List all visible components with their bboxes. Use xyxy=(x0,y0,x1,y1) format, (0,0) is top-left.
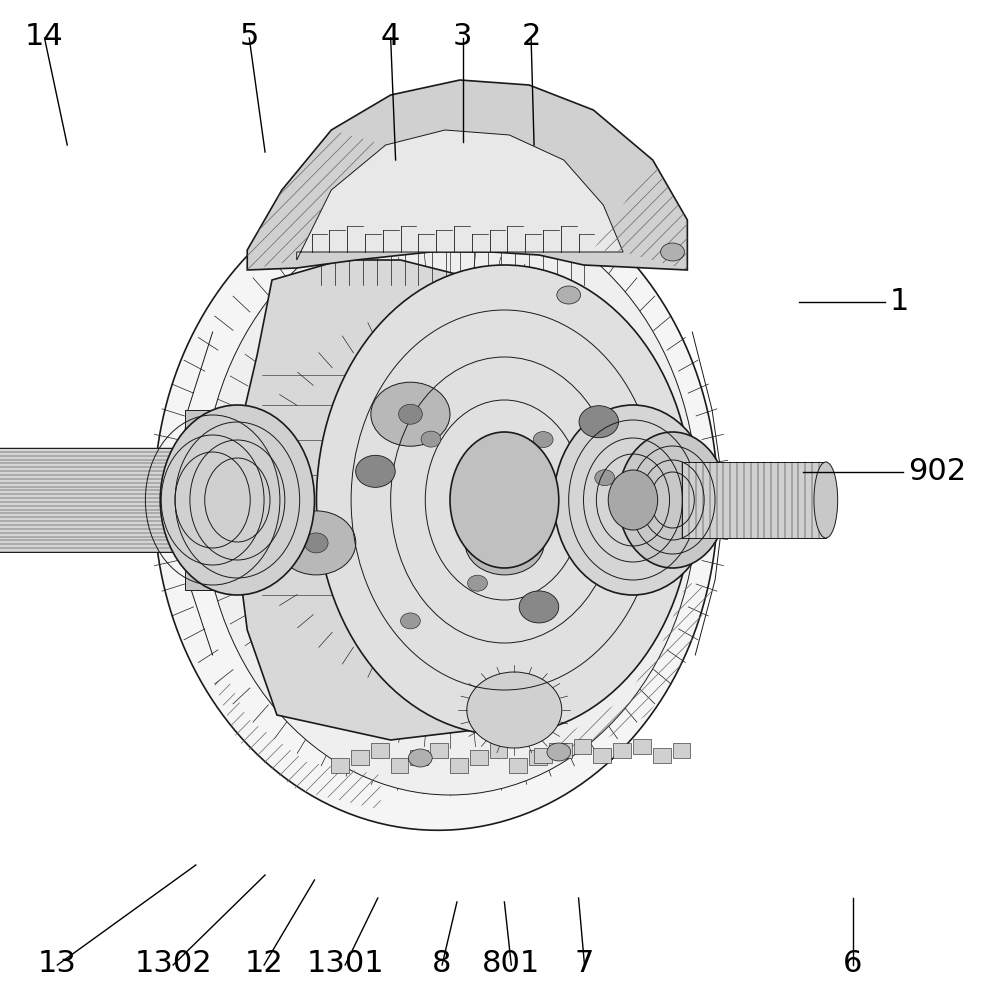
Text: 3: 3 xyxy=(453,22,473,51)
Ellipse shape xyxy=(450,432,559,568)
Text: 1301: 1301 xyxy=(307,949,384,978)
Ellipse shape xyxy=(277,511,356,575)
Polygon shape xyxy=(234,260,494,740)
Ellipse shape xyxy=(533,432,553,448)
Ellipse shape xyxy=(554,405,712,595)
Text: 1302: 1302 xyxy=(135,949,212,978)
Bar xyxy=(391,758,408,772)
Bar xyxy=(410,750,428,765)
Ellipse shape xyxy=(305,533,328,553)
Text: 12: 12 xyxy=(244,949,284,978)
Bar xyxy=(653,748,671,762)
Bar xyxy=(554,743,572,758)
Bar xyxy=(682,462,826,538)
Ellipse shape xyxy=(594,470,614,486)
Ellipse shape xyxy=(547,743,571,761)
Ellipse shape xyxy=(195,448,230,552)
Ellipse shape xyxy=(579,406,618,438)
Bar xyxy=(529,750,547,765)
Polygon shape xyxy=(154,170,718,830)
Text: 6: 6 xyxy=(843,949,862,978)
Ellipse shape xyxy=(421,431,441,447)
Ellipse shape xyxy=(203,205,697,795)
Polygon shape xyxy=(247,80,687,270)
Text: 7: 7 xyxy=(575,949,594,978)
Text: 801: 801 xyxy=(483,949,540,978)
Ellipse shape xyxy=(814,462,838,538)
Bar xyxy=(490,742,507,758)
Bar xyxy=(0,448,213,552)
Text: 902: 902 xyxy=(908,458,966,487)
Ellipse shape xyxy=(268,432,288,448)
Ellipse shape xyxy=(371,382,450,446)
Bar xyxy=(593,748,611,762)
Text: 5: 5 xyxy=(239,22,259,51)
Text: 13: 13 xyxy=(38,949,77,978)
Bar xyxy=(430,742,448,758)
Ellipse shape xyxy=(465,511,544,575)
Text: 4: 4 xyxy=(381,22,401,51)
Bar xyxy=(613,743,631,758)
Text: 14: 14 xyxy=(25,22,64,51)
Ellipse shape xyxy=(399,404,422,424)
Ellipse shape xyxy=(467,672,562,748)
Ellipse shape xyxy=(401,613,420,629)
Bar xyxy=(534,748,552,762)
Bar xyxy=(331,758,349,772)
Ellipse shape xyxy=(468,575,488,591)
Ellipse shape xyxy=(557,286,581,304)
Ellipse shape xyxy=(618,432,727,568)
Bar xyxy=(450,758,468,772)
Ellipse shape xyxy=(661,243,684,261)
Ellipse shape xyxy=(316,265,692,735)
Polygon shape xyxy=(297,130,623,260)
Bar xyxy=(185,410,240,590)
Ellipse shape xyxy=(493,533,516,553)
Bar xyxy=(673,743,690,758)
Ellipse shape xyxy=(608,470,658,530)
Bar xyxy=(633,738,651,754)
Bar xyxy=(351,750,369,765)
Ellipse shape xyxy=(408,749,432,767)
Bar xyxy=(509,758,527,772)
Ellipse shape xyxy=(519,591,559,623)
Bar xyxy=(371,742,389,758)
Bar xyxy=(574,738,591,754)
Ellipse shape xyxy=(356,455,396,487)
Text: 2: 2 xyxy=(521,22,541,51)
Bar xyxy=(470,750,488,765)
Bar xyxy=(549,742,567,758)
Text: 8: 8 xyxy=(432,949,452,978)
Ellipse shape xyxy=(160,405,315,595)
Text: 1: 1 xyxy=(890,288,910,316)
